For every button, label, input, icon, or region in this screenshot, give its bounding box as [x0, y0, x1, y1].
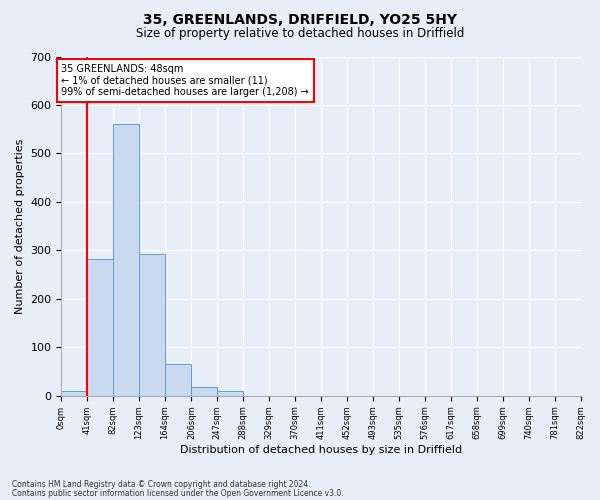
Text: Contains public sector information licensed under the Open Government Licence v3: Contains public sector information licen… [12, 488, 344, 498]
Text: Contains HM Land Registry data © Crown copyright and database right 2024.: Contains HM Land Registry data © Crown c… [12, 480, 311, 489]
Bar [165, 364, 191, 396]
Bar [217, 390, 243, 396]
Bar [113, 124, 139, 396]
Bar [61, 390, 87, 396]
Text: Size of property relative to detached houses in Driffield: Size of property relative to detached ho… [136, 28, 464, 40]
Text: 35, GREENLANDS, DRIFFIELD, YO25 5HY: 35, GREENLANDS, DRIFFIELD, YO25 5HY [143, 12, 457, 26]
Y-axis label: Number of detached properties: Number of detached properties [15, 138, 25, 314]
Bar [87, 258, 113, 396]
X-axis label: Distribution of detached houses by size in Driffield: Distribution of detached houses by size … [180, 445, 462, 455]
Bar [139, 254, 165, 396]
Text: 35 GREENLANDS: 48sqm
← 1% of detached houses are smaller (11)
99% of semi-detach: 35 GREENLANDS: 48sqm ← 1% of detached ho… [61, 64, 309, 98]
Bar [191, 387, 217, 396]
